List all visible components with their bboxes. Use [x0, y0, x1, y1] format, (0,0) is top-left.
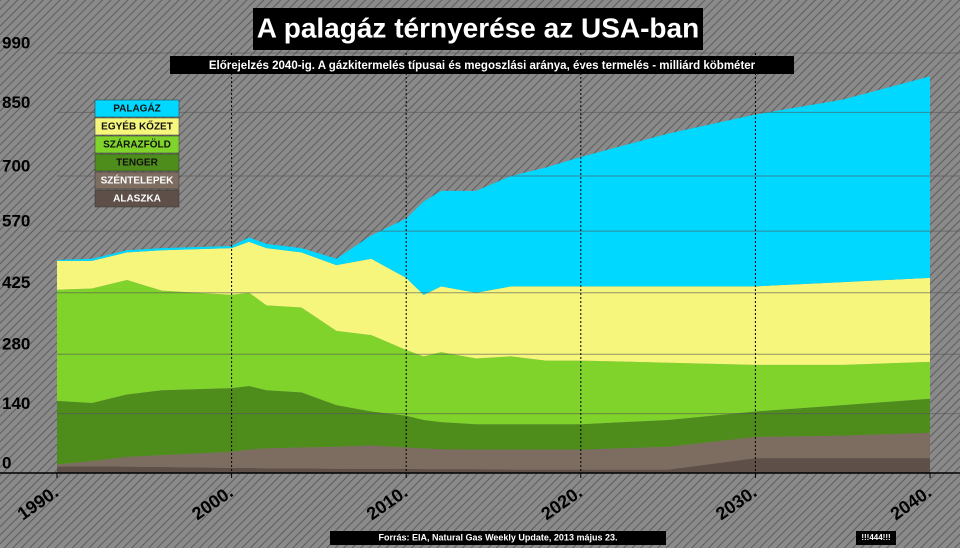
chart-title: A palagáz térnyerése az USA-ban	[257, 12, 699, 43]
source: Forrás: EIA, Natural Gas Weekly Update, …	[379, 532, 618, 542]
legend-label: EGYÉB KŐZET	[101, 120, 173, 133]
legend-swatch	[94, 153, 180, 172]
legend-label: TENGER	[116, 158, 158, 169]
area	[57, 386, 930, 465]
watermark-box	[856, 531, 896, 545]
y-tick-label: 850	[2, 93, 30, 112]
area	[57, 458, 930, 473]
legend-swatch	[94, 117, 180, 136]
legend-swatch	[94, 189, 180, 208]
y-tick-label: 990	[2, 33, 30, 52]
area	[57, 241, 930, 365]
title-box	[253, 8, 703, 50]
chart-subtitle: Előrejelzés 2040-ig. A gázkitermelés típ…	[209, 60, 756, 72]
legend-swatch	[94, 99, 180, 118]
y-tick-label: 425	[2, 273, 30, 292]
source-box	[330, 531, 666, 545]
legend-swatch	[94, 135, 180, 154]
area	[57, 76, 930, 295]
y-tick-label: 570	[2, 212, 30, 231]
y-tick-label: 0	[2, 453, 11, 472]
legend-label: PALAGÁZ	[113, 102, 161, 115]
legend-label: SZÉNTELEPEK	[101, 174, 175, 187]
y-tick-label: 280	[2, 335, 30, 354]
legend-label: ALASZKA	[113, 194, 161, 205]
legend-swatch	[94, 171, 180, 190]
area	[57, 279, 930, 425]
y-tick-label: 700	[2, 157, 30, 176]
subtitle-box	[170, 56, 794, 74]
legend-label: SZÁRAZFÖLD	[103, 138, 171, 151]
area	[57, 432, 930, 470]
y-tick-label: 140	[2, 394, 30, 413]
watermark: !!!444!!!	[861, 533, 890, 542]
